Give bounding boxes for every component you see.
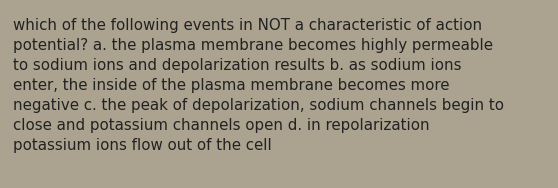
Text: which of the following events in NOT a characteristic of action
potential? a. th: which of the following events in NOT a c… (13, 18, 504, 153)
